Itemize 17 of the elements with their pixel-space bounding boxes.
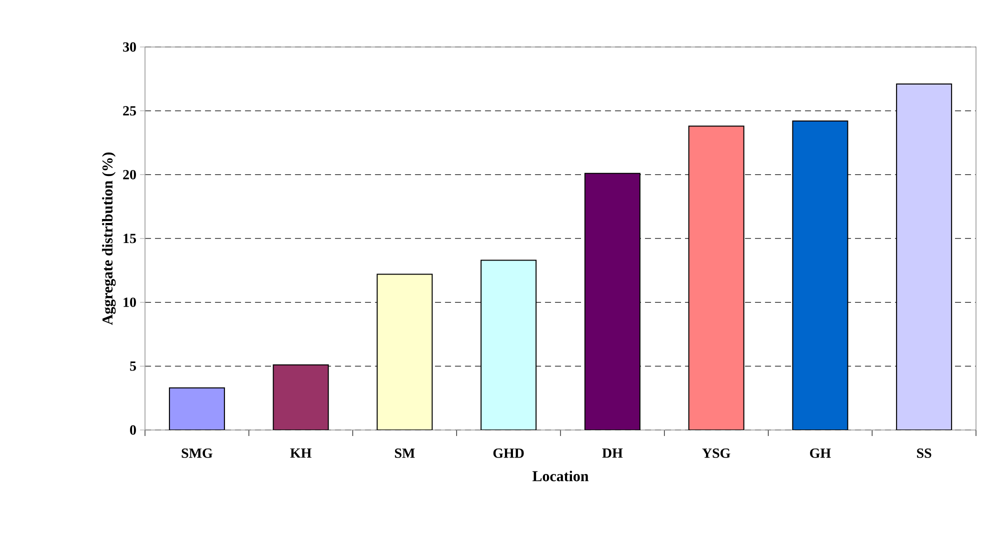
y-tick-label: 0 (130, 425, 136, 435)
x-tick-label: GH (810, 448, 831, 458)
y-tick-label: 5 (130, 362, 136, 371)
y-tick-label: 30 (123, 42, 136, 52)
y-tick-label: 15 (124, 234, 136, 244)
x-tick-label: GHD (493, 448, 524, 458)
x-axis-title: Location (532, 470, 589, 482)
y-tick-label: 10 (124, 298, 136, 308)
x-tick-label: SS (917, 448, 932, 458)
y-tick-label: 25 (123, 106, 136, 116)
y-tick-label: 20 (123, 170, 136, 180)
x-tick-label: DH (602, 448, 623, 458)
x-tick-label: KH (290, 448, 312, 458)
y-axis-title: Aggregate distribution (%) (102, 152, 116, 325)
x-tick-label: SMG (182, 448, 212, 458)
x-tick-label: SM (394, 448, 415, 458)
x-tick-label: YSG (702, 448, 730, 458)
